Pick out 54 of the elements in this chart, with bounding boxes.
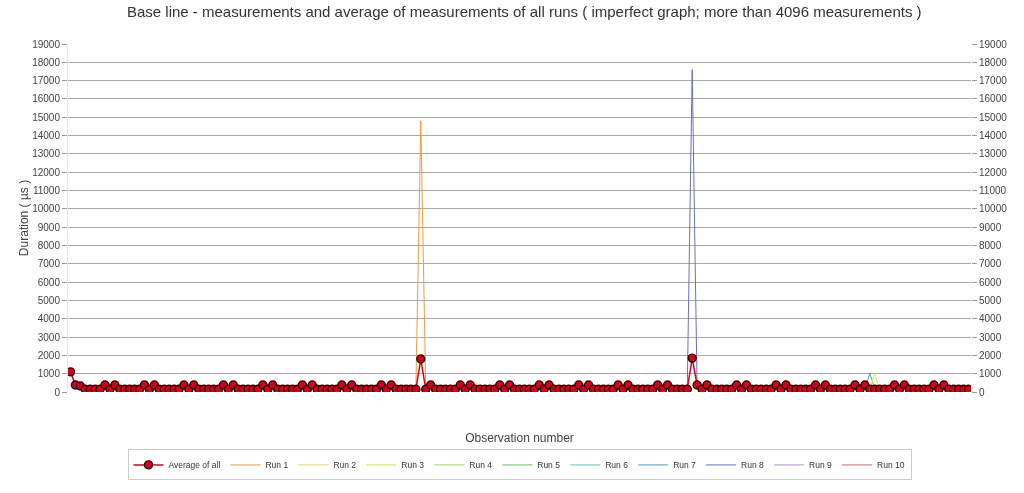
y2-tick-label: 16000 [979,93,1008,105]
y2-tick-label: 14000 [979,130,1008,142]
y-tick-label: 15000 [32,111,61,123]
y2-tick-label: 7000 [979,258,1002,270]
y-tick-label: 16000 [32,93,61,105]
y-tick-label: 19000 [32,38,61,50]
legend-label: Run 1 [265,460,289,471]
y2-tick-label: 13000 [979,148,1008,160]
y-tick-label: 9000 [37,221,61,233]
y2-tick-label: 1000 [979,368,1002,380]
y-tick-label: 18000 [32,56,61,68]
y2-tick-label: 10000 [979,203,1008,215]
y-tick-label: 0 [54,386,61,398]
y-tick-label: 11000 [32,185,61,197]
y-tick-label: 13000 [32,148,61,160]
y-tick-label: 14000 [32,130,61,142]
y2-tick-label: 5000 [979,294,1002,306]
y2-tick-label: 0 [979,386,985,398]
y2-tick-label: 15000 [979,111,1008,123]
y-tick-label: 5000 [37,294,61,306]
x-axis-title: Observation number [465,430,574,445]
y2-tick-label: 3000 [979,331,1002,343]
y-tick-label: 7000 [37,258,61,270]
y2-tick-label: 6000 [979,276,1002,288]
legend-label: Run 3 [401,460,425,471]
legend-label: Average of all [168,460,221,471]
chart-title: Base line - measurements and average of measurements of all runs ( imperfect graph; more than 4096 measurements ) [127,3,922,21]
y-tick-label: 10000 [32,203,61,215]
y2-tick-label: 18000 [979,56,1008,68]
y2-tick-label: 17000 [979,75,1008,87]
y-tick-label: 12000 [32,166,61,178]
legend-label: Run 8 [741,460,765,471]
y2-tick-label: 11000 [979,185,1007,197]
legend-label: Run 6 [605,460,629,471]
legend-label: Run 10 [877,460,905,471]
legend-label: Run 2 [333,460,357,471]
y2-tick-label: 9000 [979,221,1002,233]
y2-tick-label: 12000 [979,166,1008,178]
y2-tick-label: 19000 [979,38,1008,50]
y-tick-label: 2000 [37,349,61,361]
y-tick-label: 4000 [37,313,61,325]
y-axis-title: Duration ( µs ) [17,179,32,257]
legend-label: Run 7 [673,460,697,471]
y2-tick-label: 4000 [979,313,1002,325]
y2-tick-label: 8000 [979,239,1002,251]
y-tick-label: 6000 [37,276,61,288]
y-tick-label: 8000 [37,239,61,251]
y-tick-label: 3000 [37,331,61,343]
y2-tick-label: 2000 [979,349,1002,361]
legend-label: Run 9 [809,460,833,471]
legend-label: Run 4 [469,460,493,471]
y-tick-label: 1000 [37,368,61,380]
legend-label: Run 5 [537,460,561,471]
y-tick-label: 17000 [32,75,61,87]
